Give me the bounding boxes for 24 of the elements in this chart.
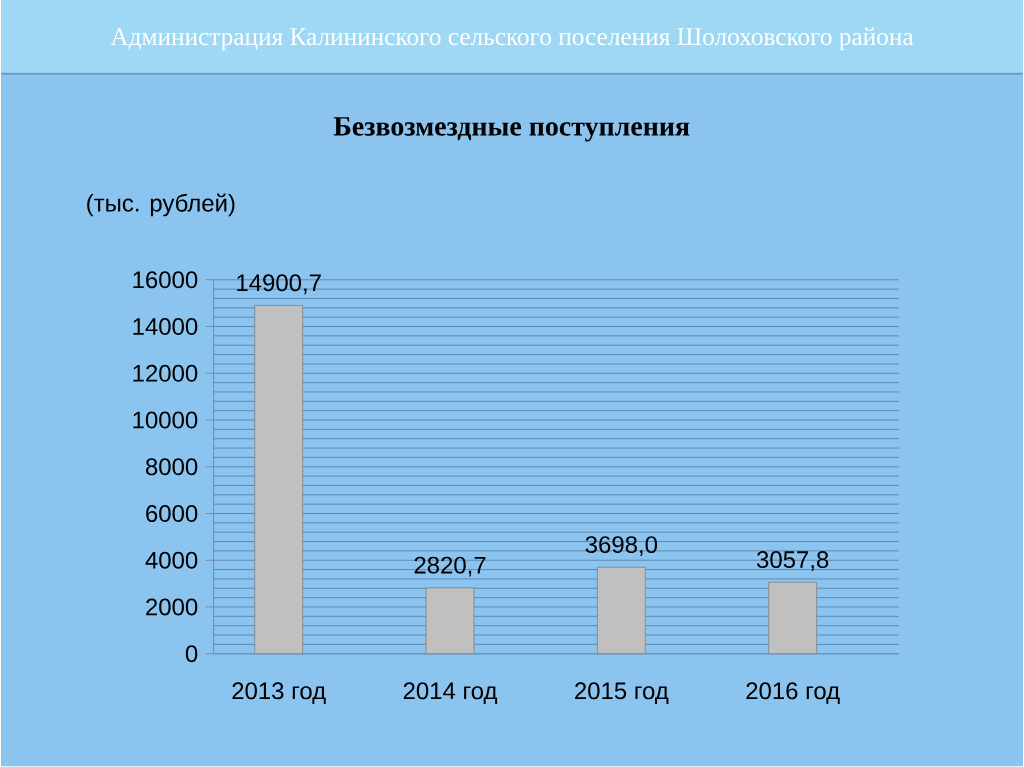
x-tick-label: 2013 год [232,682,326,705]
data-label: 2820,7 [414,556,486,577]
y-tick-label: 6000 [146,505,198,523]
y-tick-label: 2000 [146,598,198,616]
y-tick-label: 0 [185,645,198,663]
y-axis-title: (тыс. рублей) [87,193,235,217]
y-tick-label: 12000 [133,365,198,382]
bar [425,587,475,655]
y-tick-label: 14000 [133,318,198,336]
x-tick-label: 2014 год [403,682,498,705]
y-tick-label: 8000 [145,458,198,476]
y-tick-label: 10000 [133,411,198,429]
data-label: 14900,7 [237,274,321,295]
data-label: 3057,8 [756,551,829,572]
bar [596,567,646,655]
chart-title: Безвозмездные поступления [333,117,690,142]
y-tick-label: 16000 [133,271,198,289]
data-label: 3698,0 [585,536,658,557]
bar [768,582,818,655]
y-tick-label: 4000 [145,551,198,569]
x-tick-label: 2016 год [746,682,840,705]
text: Администрация Калининского сельского поселения Шолоховского района [110,27,914,51]
x-tick-label: 2015 год [575,682,669,705]
bar [254,305,304,655]
